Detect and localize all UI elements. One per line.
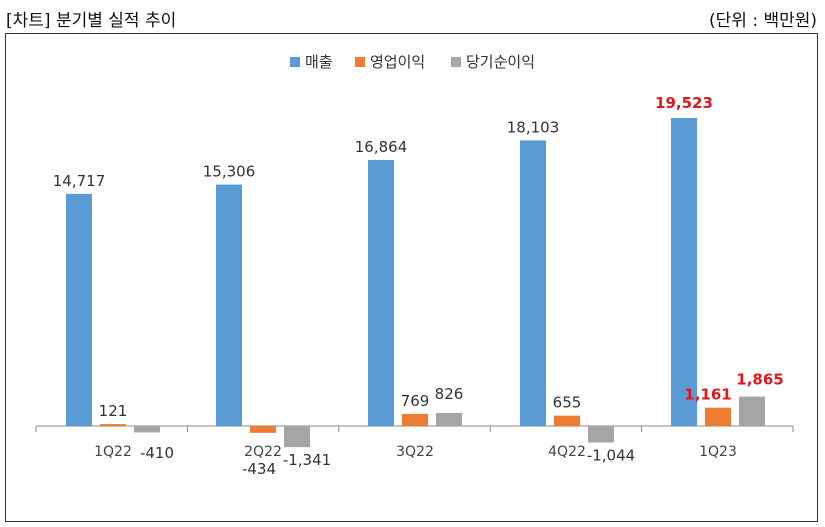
- data-label-1Q22-3: -410: [140, 444, 174, 462]
- bar-4Q22-1: [520, 140, 546, 427]
- data-label-4Q22-2: 655: [553, 394, 582, 412]
- data-label-2Q22-2: -434: [242, 460, 276, 478]
- data-label-1Q22-1: 14,717: [53, 172, 106, 190]
- chart-frame: [5, 33, 818, 522]
- bar-1Q23-2: [705, 407, 731, 426]
- legend-swatch-2: [355, 57, 365, 67]
- legend-swatch-1: [290, 57, 300, 67]
- data-label-3Q22-3: 826: [435, 385, 464, 403]
- legend-label-3: 당기순이익: [466, 53, 535, 71]
- data-label-1Q22-2: 121: [99, 402, 128, 420]
- category-label-3Q22: 3Q22: [396, 444, 434, 460]
- data-label-3Q22-1: 16,864: [355, 138, 408, 156]
- data-label-1Q23-3: 1,865: [736, 371, 783, 389]
- bar-3Q22-1: [368, 159, 394, 426]
- category-label-4Q22: 4Q22: [548, 444, 586, 460]
- unit-label: (단위 : 백만원): [709, 11, 817, 31]
- bar-4Q22-2: [554, 415, 580, 426]
- bar-3Q22-3: [436, 412, 462, 426]
- bar-3Q22-2: [402, 413, 428, 426]
- data-label-1Q23-2: 1,161: [684, 386, 731, 404]
- data-label-3Q22-2: 769: [401, 392, 430, 410]
- chart-title: [차트] 분기별 실적 추이: [6, 11, 177, 31]
- data-label-2Q22-1: 15,306: [203, 163, 256, 181]
- bar-2Q22-2: [250, 426, 276, 433]
- bar-2Q22-3: [284, 426, 310, 448]
- legend-swatch-3: [451, 57, 461, 67]
- legend-label-1: 매출: [305, 53, 333, 71]
- legend-label-2: 영업이익: [370, 53, 425, 71]
- bar-1Q22-1: [66, 193, 92, 426]
- bar-1Q22-3: [134, 426, 160, 433]
- data-label-2Q22-3: -1,341: [283, 451, 331, 469]
- bar-1Q23-1: [671, 118, 697, 426]
- bar-4Q22-3: [588, 426, 614, 443]
- data-label-1Q23-1: 19,523: [655, 94, 713, 112]
- data-label-4Q22-1: 18,103: [507, 118, 560, 136]
- category-label-2Q22: 2Q22: [244, 444, 282, 460]
- data-label-4Q22-3: -1,044: [587, 446, 635, 464]
- bar-1Q23-3: [739, 396, 765, 426]
- category-label-1Q22: 1Q22: [94, 444, 132, 460]
- bar-1Q22-2: [100, 424, 126, 426]
- bar-2Q22-1: [216, 184, 242, 426]
- category-label-1Q23: 1Q23: [699, 444, 737, 460]
